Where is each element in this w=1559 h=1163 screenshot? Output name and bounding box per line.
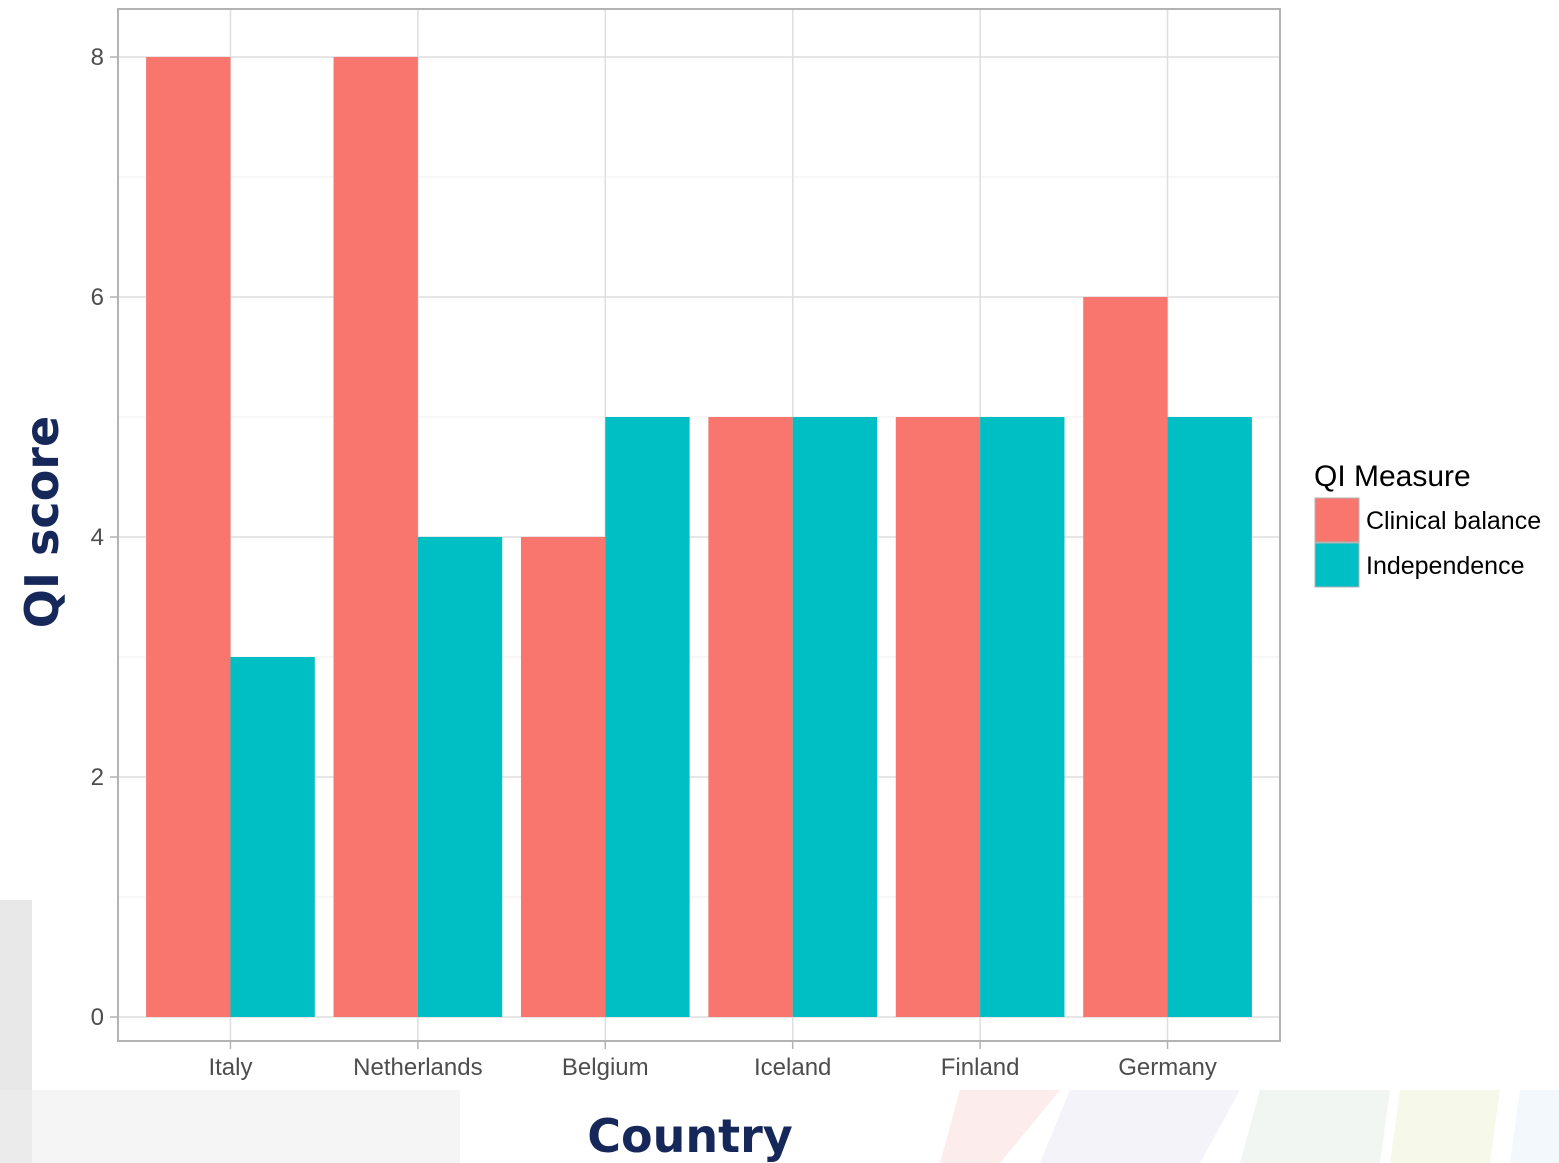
y-tick-label: 0 bbox=[91, 1004, 104, 1031]
x-axis-ticks: Italy Netherlands Belgium Iceland Finland Ger… bbox=[208, 1041, 1217, 1081]
x-tick-label-finland: Finland bbox=[941, 1054, 1020, 1081]
plot-panel bbox=[117, 8, 1281, 1042]
x-tick-label-italy: Italy bbox=[208, 1054, 252, 1081]
bar-italy-independence bbox=[230, 657, 315, 1017]
bar-netherlands-independence bbox=[417, 537, 503, 1017]
legend-title: QI Measure bbox=[1314, 460, 1471, 493]
legend-item-independence: Independence bbox=[1314, 542, 1524, 588]
legend-label-clinical-balance: Clinical balance bbox=[1366, 507, 1541, 535]
bar-belgium-clinical-balance bbox=[520, 537, 606, 1017]
bar-iceland-independence bbox=[792, 417, 878, 1017]
plot-border bbox=[117, 8, 1281, 1042]
y-tick-label: 8 bbox=[91, 44, 104, 71]
y-axis-title: QI score bbox=[15, 416, 69, 628]
x-tick-label-netherlands: Netherlands bbox=[353, 1054, 482, 1081]
y-axis-ticks: 0 2 4 6 8 bbox=[91, 44, 118, 1031]
bar-finland-independence bbox=[980, 417, 1065, 1017]
bar-germany-independence bbox=[1167, 417, 1252, 1017]
bars bbox=[146, 57, 1252, 1017]
legend-label-independence: Independence bbox=[1366, 552, 1524, 580]
bar-belgium-independence bbox=[605, 417, 690, 1017]
x-tick-label-iceland: Iceland bbox=[754, 1054, 831, 1081]
background-watermark bbox=[0, 900, 1559, 1163]
bar-netherlands-clinical-balance bbox=[333, 57, 418, 1017]
x-tick-label-germany: Germany bbox=[1118, 1054, 1217, 1081]
bar-italy-clinical-balance bbox=[146, 57, 231, 1017]
x-axis-title: Country bbox=[587, 1109, 793, 1163]
legend-item-clinical-balance: Clinical balance bbox=[1314, 497, 1541, 543]
bar-iceland-clinical-balance bbox=[708, 417, 793, 1017]
y-tick-label: 6 bbox=[91, 284, 104, 311]
legend-key-clinical-balance bbox=[1314, 497, 1360, 543]
bar-finland-clinical-balance bbox=[895, 417, 981, 1017]
x-tick-label-belgium: Belgium bbox=[562, 1054, 649, 1081]
y-tick-label: 4 bbox=[91, 524, 104, 551]
legend-key-independence bbox=[1314, 542, 1360, 588]
y-tick-label: 2 bbox=[91, 764, 104, 791]
legend: QI Measure Clinical balance Independence bbox=[1314, 460, 1541, 588]
bar-germany-clinical-balance bbox=[1083, 297, 1168, 1017]
